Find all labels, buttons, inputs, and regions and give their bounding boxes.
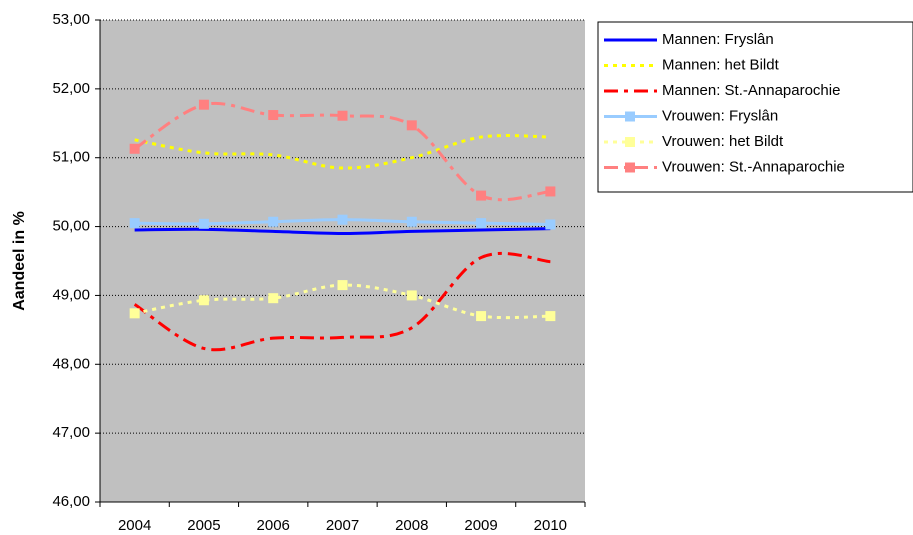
legend-label: Vrouwen: het Bildt xyxy=(662,133,784,150)
legend-label: Vrouwen: St.-Annaparochie xyxy=(662,158,845,175)
point-marker xyxy=(406,120,417,131)
y-tick-label: 47,00 xyxy=(52,424,90,441)
x-tick-label: 2008 xyxy=(395,517,428,534)
x-tick-label: 2004 xyxy=(118,517,151,534)
series-line xyxy=(134,227,551,235)
point-marker xyxy=(198,99,209,110)
legend-label: Vrouwen: Fryslân xyxy=(662,107,778,124)
y-tick-label: 53,00 xyxy=(52,11,90,28)
plot-area xyxy=(100,20,585,502)
y-tick-label: 49,00 xyxy=(52,286,90,303)
point-marker xyxy=(129,143,140,154)
point-marker xyxy=(406,290,417,301)
point-marker xyxy=(337,214,348,225)
x-tick-label: 2007 xyxy=(326,517,359,534)
point-marker xyxy=(545,311,556,322)
point-marker xyxy=(476,218,487,229)
legend-marker xyxy=(625,137,635,147)
legend-marker xyxy=(625,162,635,173)
point-marker xyxy=(337,110,348,121)
point-marker xyxy=(545,186,556,197)
legend-marker xyxy=(625,111,635,122)
y-tick-label: 52,00 xyxy=(52,80,90,97)
point-marker xyxy=(198,218,209,229)
x-tick-label: 2010 xyxy=(534,517,567,534)
point-marker xyxy=(198,295,209,306)
x-tick-label: 2009 xyxy=(464,517,497,534)
x-tick-label: 2005 xyxy=(187,517,220,534)
series-line xyxy=(134,134,551,170)
point-marker xyxy=(545,219,556,230)
point-marker xyxy=(406,216,417,227)
legend-label: Mannen: St.-Annaparochie xyxy=(662,82,840,99)
legend-label: Mannen: Fryslân xyxy=(662,31,774,48)
y-tick-label: 51,00 xyxy=(52,149,90,166)
y-tick-label: 50,00 xyxy=(52,218,90,235)
point-marker xyxy=(476,311,487,322)
legend-label: Mannen: het Bildt xyxy=(662,56,780,73)
point-marker xyxy=(129,308,140,319)
y-tick-label: 46,00 xyxy=(52,493,90,510)
series-line xyxy=(133,252,551,352)
point-marker xyxy=(129,218,140,229)
y-tick-label: 48,00 xyxy=(52,355,90,372)
point-marker xyxy=(268,110,279,121)
legend xyxy=(597,21,913,193)
y-axis-title: Aandeel in % xyxy=(11,211,28,311)
point-marker xyxy=(268,216,279,227)
point-marker xyxy=(337,280,348,291)
x-tick-label: 2006 xyxy=(257,517,290,534)
point-marker xyxy=(476,190,487,201)
point-marker xyxy=(268,293,279,304)
